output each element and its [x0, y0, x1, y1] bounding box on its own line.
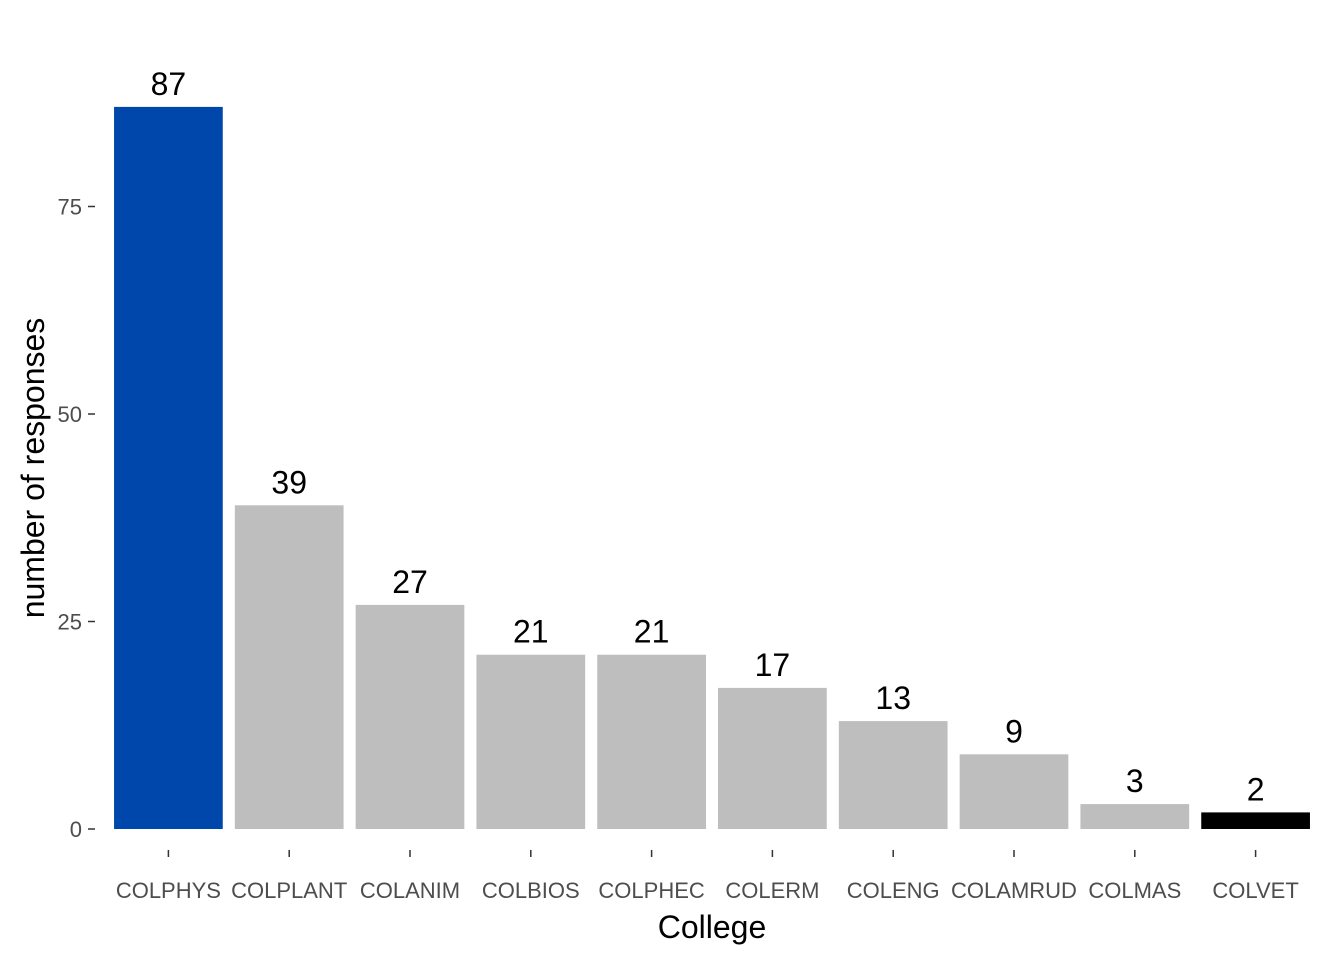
x-tick-label-coleng: COLENG	[847, 878, 940, 903]
data-label-colamrud: 9	[1005, 713, 1023, 749]
x-tick-label-colerm: COLERM	[725, 878, 819, 903]
bar-colplant	[234, 505, 344, 829]
bar-colphec	[597, 654, 706, 829]
x-tick-label-colphec: COLPHEC	[598, 878, 704, 903]
x-tick-label-colvet: COLVET	[1212, 878, 1298, 903]
bar-colphys	[114, 106, 223, 829]
data-label-colvet: 2	[1247, 771, 1265, 807]
bar-coleng	[838, 721, 948, 829]
y-axis: 0 25 50 75	[58, 195, 95, 842]
y-tick-label: 50	[58, 402, 82, 427]
y-tick-label: 75	[58, 195, 82, 220]
x-tick-label-colamrud: COLAMRUD	[951, 878, 1077, 903]
data-label-coleng: 13	[875, 680, 911, 716]
bar-colvet	[1201, 812, 1310, 829]
bar-colmas	[1080, 804, 1190, 829]
x-tick-label-colanim: COLANIM	[360, 878, 460, 903]
x-tick-label-colphys: COLPHYS	[116, 878, 221, 903]
bar-colerm	[718, 687, 827, 829]
data-label-colbios: 21	[513, 614, 549, 650]
data-label-colplant: 39	[271, 464, 307, 500]
x-tick-label-colbios: COLBIOS	[482, 878, 580, 903]
data-label-colerm: 17	[755, 647, 791, 683]
x-tick-label-colplant: COLPLANT	[231, 878, 347, 903]
bar-colanim	[355, 604, 465, 829]
bar-colamrud	[959, 754, 1069, 829]
y-axis-title: number of responses	[15, 318, 51, 619]
data-labels-group: 87 39 27 21 21 17 13 9 3 2	[151, 66, 1265, 808]
data-label-colmas: 3	[1126, 763, 1144, 799]
x-axis-title: College	[658, 909, 767, 945]
y-tick-label: 25	[58, 610, 82, 635]
data-label-colanim: 27	[392, 564, 428, 600]
bar-colbios	[476, 654, 586, 829]
data-label-colphys: 87	[151, 66, 187, 102]
y-tick-label: 0	[70, 817, 82, 842]
data-label-colphec: 21	[634, 614, 670, 650]
bars-group	[114, 106, 1310, 829]
x-tick-label-colmas: COLMAS	[1088, 878, 1181, 903]
x-axis: COLPHYS COLPLANT COLANIM COLBIOS COLPHEC COLE…	[116, 850, 1299, 903]
